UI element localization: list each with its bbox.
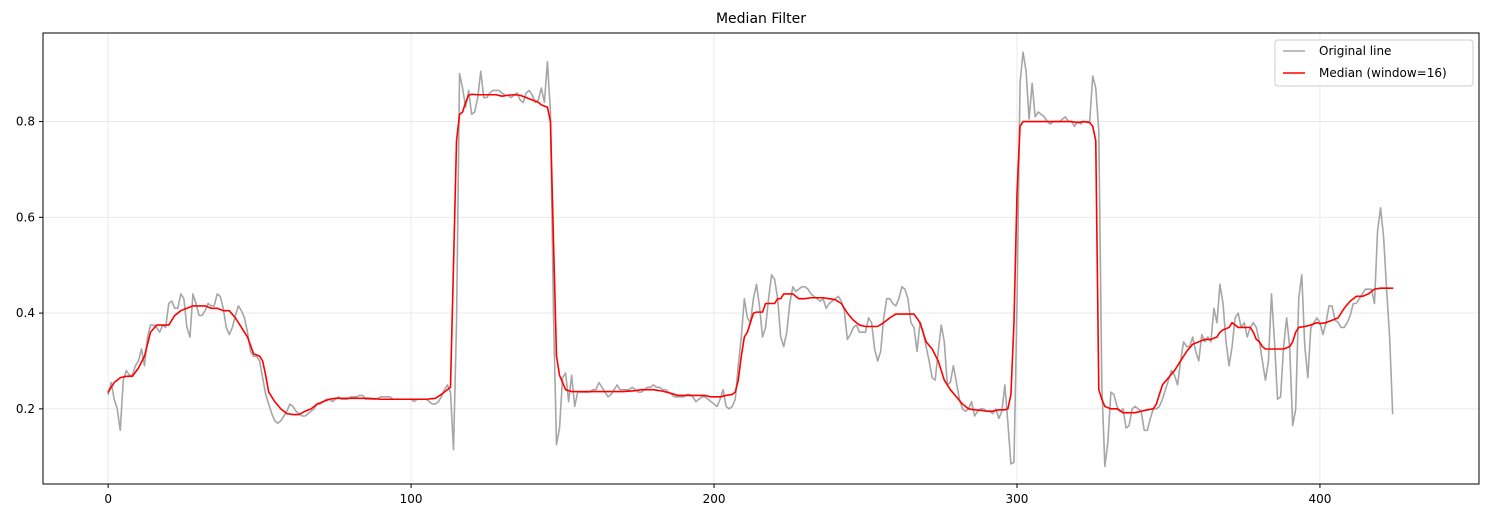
x-tick-label: 0 xyxy=(104,492,112,506)
axes: 0 100 200 300 400 0.2 0.4 0.6 0.8 xyxy=(16,115,1331,506)
series-layer xyxy=(107,51,1394,468)
x-tick-label: 100 xyxy=(400,492,423,506)
grid xyxy=(43,33,1479,484)
chart-title: Median Filter xyxy=(716,11,806,27)
y-tick-label: 0.2 xyxy=(16,402,35,416)
series-line-original xyxy=(107,51,1394,468)
legend: Original line Median (window=16) xyxy=(1274,39,1474,87)
x-tick-label: 300 xyxy=(1006,492,1029,506)
plot-frame xyxy=(42,32,1480,485)
y-tick-label: 0.6 xyxy=(16,210,35,224)
y-tick-label: 0.8 xyxy=(16,115,35,129)
legend-label-median: Median (window=16) xyxy=(1319,66,1447,80)
y-tick-label: 0.4 xyxy=(16,306,35,320)
series-line-median xyxy=(107,93,1394,416)
legend-box xyxy=(1274,39,1474,87)
x-tick-label: 400 xyxy=(1308,492,1331,506)
x-tick-label: 200 xyxy=(703,492,726,506)
legend-label-original: Original line xyxy=(1319,44,1391,58)
